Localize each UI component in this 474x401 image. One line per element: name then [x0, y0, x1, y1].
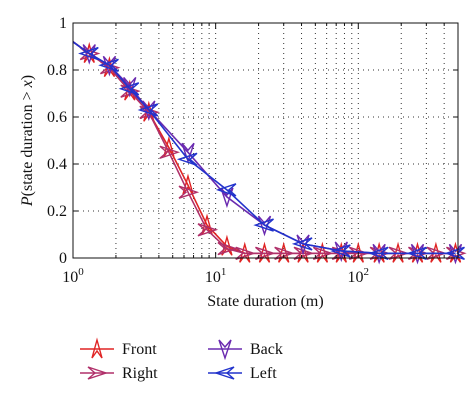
data-point-left: [367, 246, 389, 260]
series-line-left: [72, 41, 456, 255]
data-point-left: [215, 183, 237, 197]
data-point-back: [181, 142, 195, 164]
y-tick-label: 0.6: [47, 109, 67, 126]
data-point-right: [312, 246, 334, 260]
data-point-front: [373, 241, 385, 263]
data-point-front: [239, 241, 251, 263]
legend: Front Right Back Left: [80, 337, 283, 382]
x-axis-label: State duration (m): [207, 293, 323, 310]
legend-item-front: Front: [80, 337, 157, 359]
data-point-front: [258, 241, 271, 263]
data-point-front: [411, 241, 424, 263]
data-point-front: [430, 241, 442, 263]
data-point-left: [78, 46, 99, 61]
legend-marker-right: [87, 366, 109, 380]
axis-ticks: 100 101 102 0 0.2 0.4 0.6 0.8 1: [47, 15, 459, 286]
legend-label: Front: [122, 341, 157, 358]
y-axis-label-close: ): [19, 75, 36, 80]
data-point-left: [291, 237, 313, 251]
data-point-left: [330, 244, 351, 258]
data-point-left: [98, 58, 119, 72]
legend-label: Left: [250, 365, 277, 382]
data-point-right: [217, 241, 239, 256]
data-point-left: [118, 82, 140, 96]
data-point-left: [406, 246, 427, 260]
data-point-front: [449, 241, 462, 263]
data-point-left: [444, 246, 465, 260]
data-point-right: [388, 246, 410, 260]
data-point-right: [197, 223, 219, 237]
legend-item-right: Right: [80, 365, 158, 382]
legend-marker-left: [213, 366, 235, 380]
y-tick-label: 1: [59, 15, 67, 32]
y-tick-label: 0: [59, 250, 67, 267]
y-tick-label: 0.8: [47, 62, 67, 79]
y-axis-label-variable: x: [19, 80, 36, 88]
data-point-left: [176, 152, 198, 166]
legend-marker-back: [218, 339, 232, 361]
data-point-front: [316, 241, 329, 263]
legend-label: Right: [122, 365, 158, 382]
x-tick-label: 102: [348, 266, 370, 286]
data-point-right: [178, 185, 200, 199]
data-point-back: [123, 76, 137, 98]
series-left: [72, 41, 465, 260]
series-layer: [72, 41, 467, 265]
legend-label: Back: [250, 341, 283, 358]
data-point-right: [293, 246, 315, 260]
x-tick-label: 100: [62, 266, 84, 286]
data-point-right: [274, 246, 295, 260]
plot-frame: [72, 22, 459, 259]
y-axis-label-text: (state duration >: [19, 87, 36, 196]
data-point-right: [159, 145, 181, 159]
data-point-right: [235, 246, 256, 260]
legend-item-back: Back: [208, 339, 283, 361]
y-axis-label: P(state duration > x): [19, 75, 36, 207]
legend-item-left: Left: [208, 365, 277, 382]
y-tick-label: 0.2: [47, 203, 67, 220]
y-tick-label: 0.4: [47, 156, 67, 173]
data-point-left: [137, 103, 159, 117]
data-point-right: [426, 246, 448, 260]
data-point-right: [255, 246, 276, 260]
legend-marker-front: [91, 337, 103, 359]
x-tick-label: 101: [205, 266, 227, 286]
data-point-left: [253, 218, 274, 232]
y-axis-label-prefix: P: [19, 196, 36, 207]
data-point-front: [297, 241, 309, 263]
